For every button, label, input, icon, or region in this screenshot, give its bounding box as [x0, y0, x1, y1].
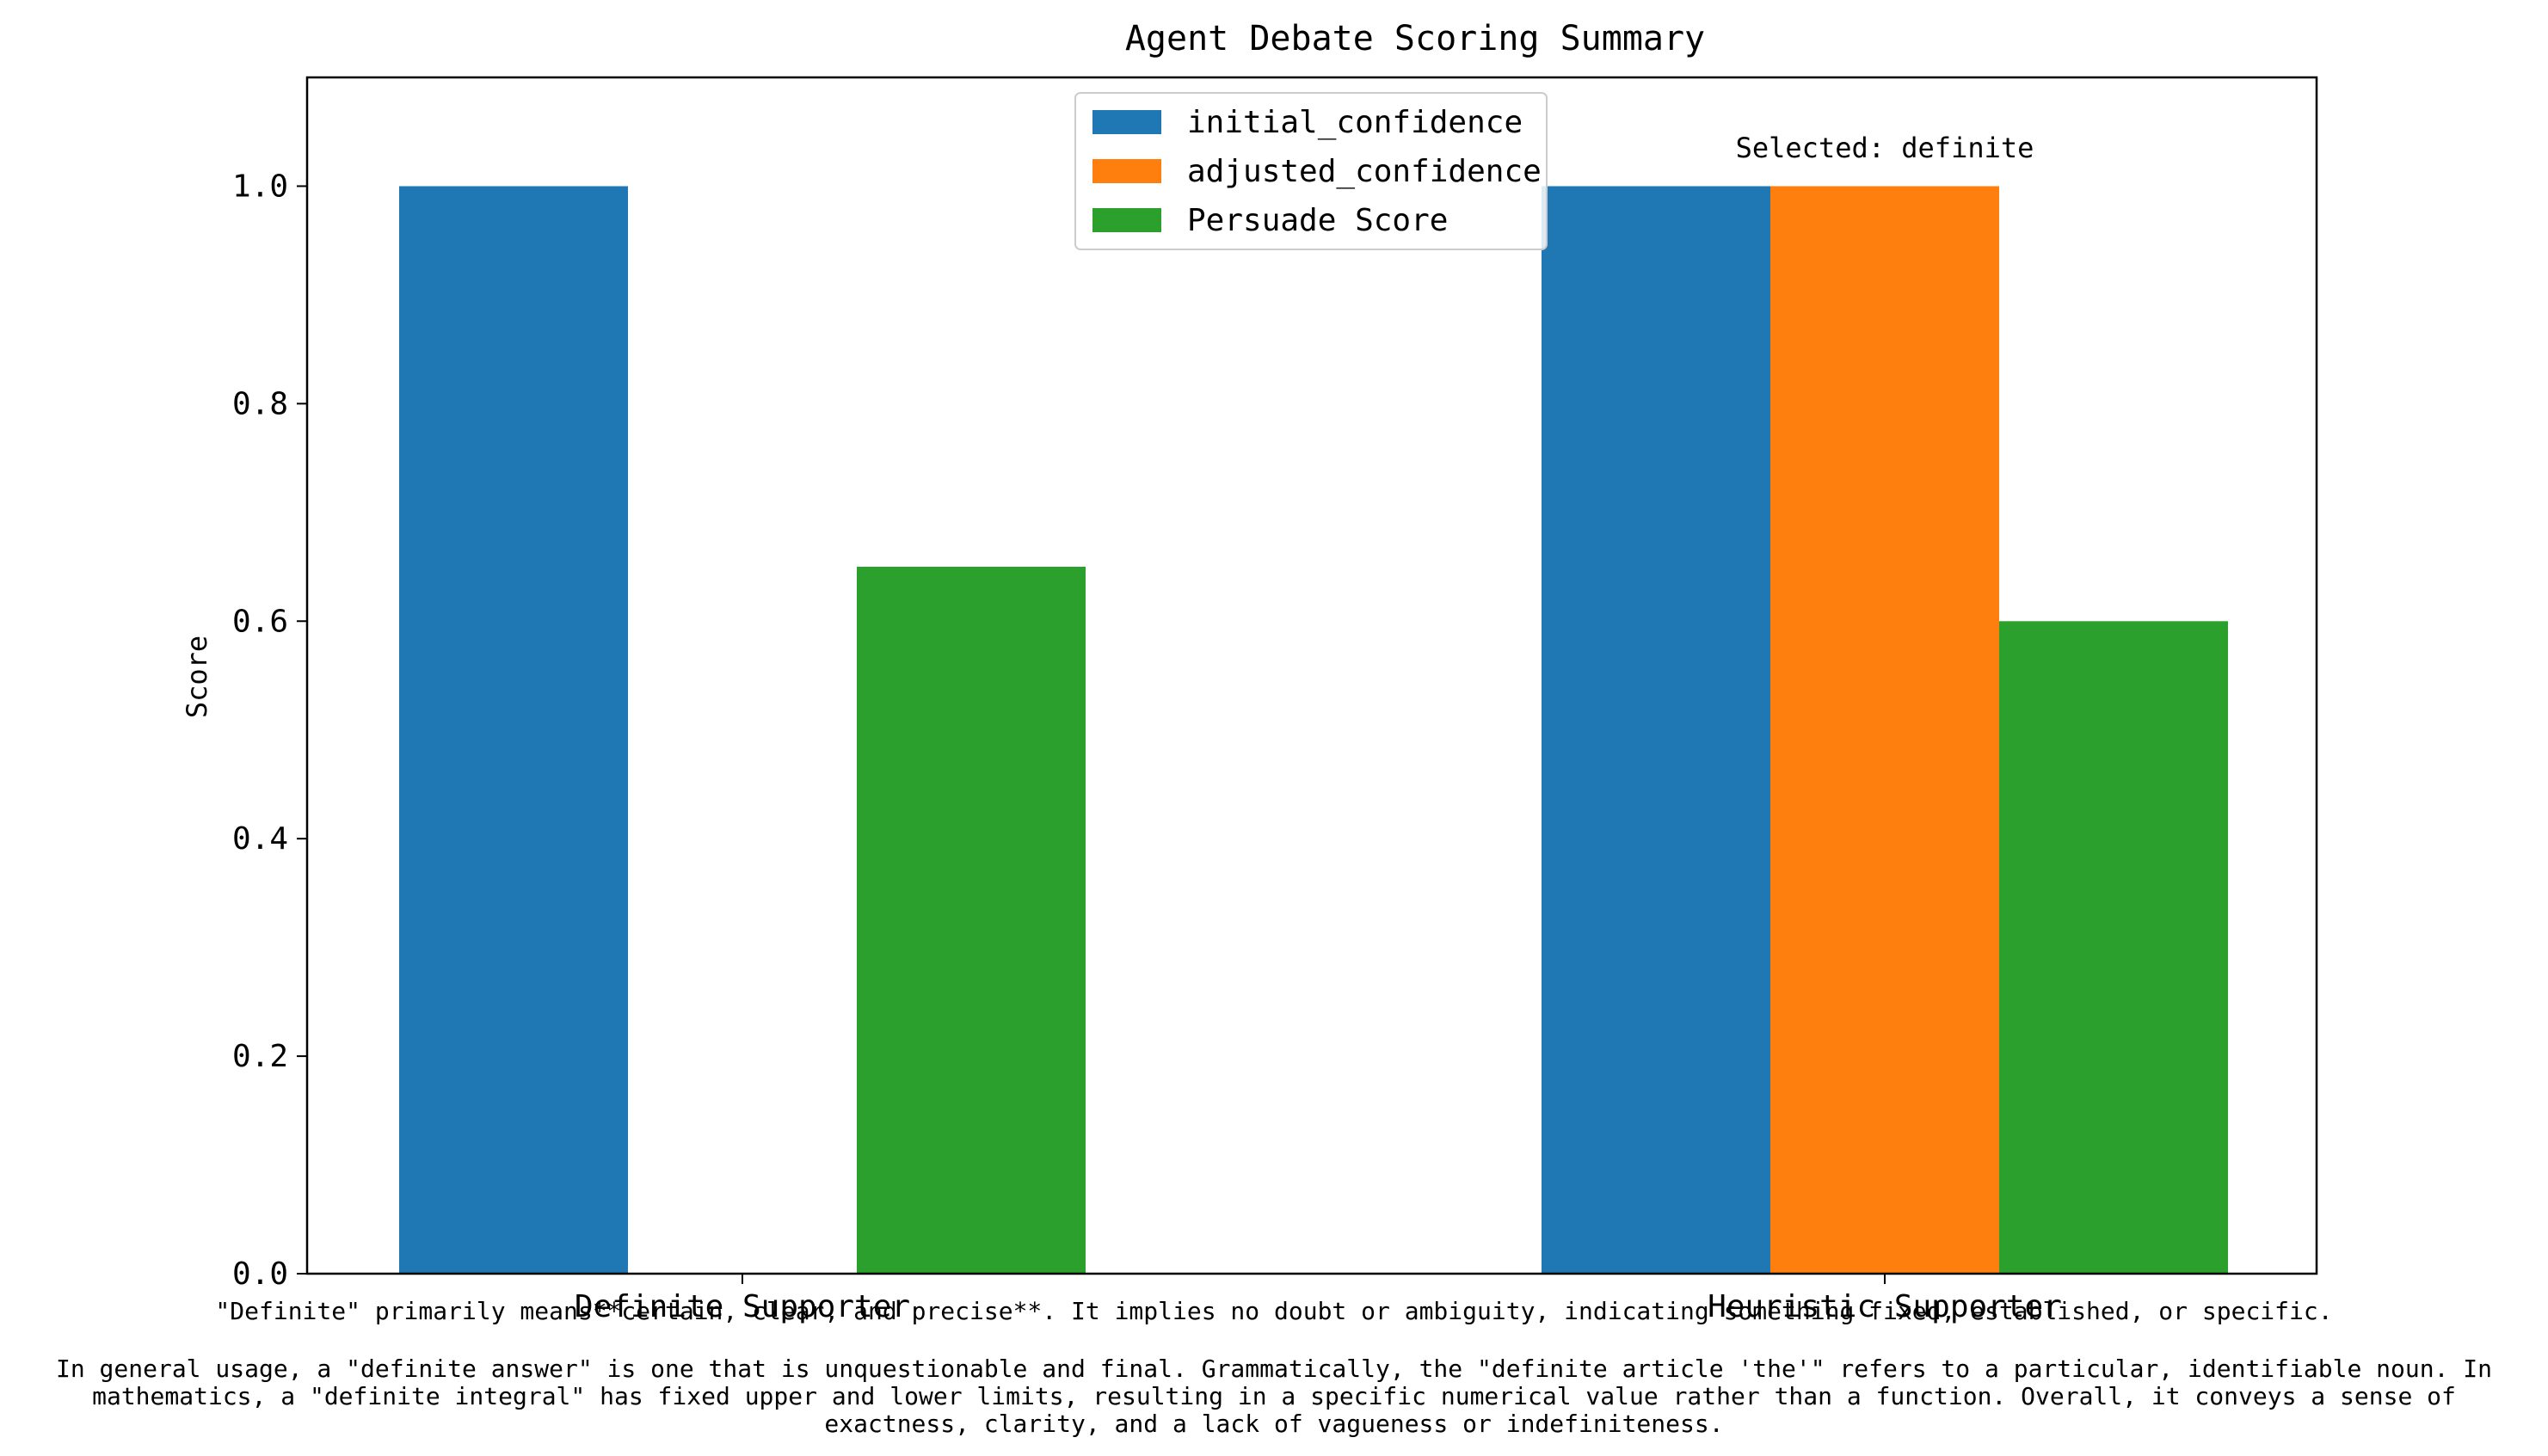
footnote-paragraph: In general usage, a "definite answer" is… — [55, 1355, 2493, 1438]
y-tick-label: 0.2 — [232, 1039, 288, 1074]
y-tick-label: 0.8 — [232, 386, 288, 421]
y-axis-label: Score — [181, 636, 213, 718]
y-tick-label: 0.0 — [232, 1256, 288, 1292]
selected-annotation: Selected: definite — [1736, 132, 2034, 164]
chart-title: Agent Debate Scoring Summary — [1125, 19, 1705, 58]
legend-label: adjusted_confidence — [1187, 154, 1542, 189]
footnote-definition: "Definite" primarily means**certain, cle… — [215, 1297, 2333, 1325]
legend-frame — [1074, 92, 1548, 250]
y-tick-label: 0.4 — [232, 821, 288, 857]
legend-swatch — [1092, 208, 1161, 232]
legend-swatch — [1092, 159, 1161, 183]
legend-label: Persuade Score — [1187, 203, 1448, 238]
bar-initial-confidence-1 — [1542, 186, 1770, 1274]
x-tick-label: Heuristic Supporter — [1708, 1289, 2062, 1324]
plot-area-frame — [305, 76, 2318, 1275]
legend-swatch — [1092, 110, 1161, 134]
x-axis-ticks: Definite Supporter Heuristic Supporter — [575, 1274, 2062, 1324]
bar-persuade-score-0 — [857, 567, 1086, 1274]
y-tick-label: 1.0 — [232, 169, 288, 204]
legend: initial_confidence adjusted_confidence Per… — [1074, 92, 1548, 250]
bar-persuade-score-1 — [1999, 621, 2228, 1274]
y-axis-ticks: 0.0 0.2 0.4 0.6 0.8 1.0 — [232, 169, 307, 1292]
bars-group — [399, 186, 2228, 1274]
y-tick-label: 0.6 — [232, 604, 288, 639]
bar-adjusted-confidence-1 — [1770, 186, 1999, 1274]
legend-label: initial_confidence — [1187, 105, 1523, 140]
x-tick-label: Definite Supporter — [575, 1289, 910, 1324]
bar-initial-confidence-0 — [399, 186, 628, 1274]
